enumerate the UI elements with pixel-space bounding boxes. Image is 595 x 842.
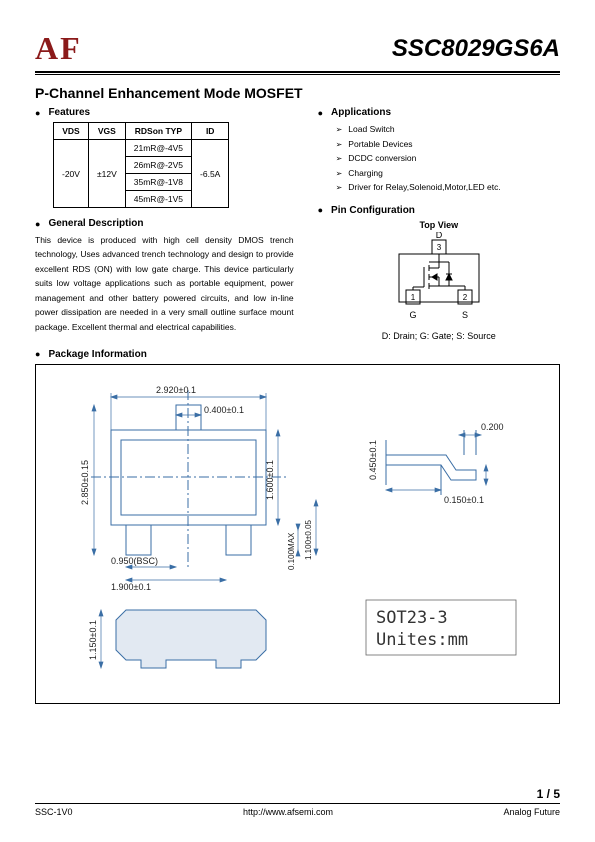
dim-d3: 2.850±0.15 xyxy=(80,460,90,505)
dim-d9: 1.150±0.1 xyxy=(88,620,98,660)
td-rdson-2: 35mR@-1V8 xyxy=(125,174,191,191)
pin3-num: 3 xyxy=(437,243,442,252)
dim-d5: 0.950(BSC) xyxy=(111,556,158,566)
th-id: ID xyxy=(192,123,229,140)
general-desc-text: This device is produced with high cell d… xyxy=(35,233,298,334)
logo: AF xyxy=(35,30,82,67)
topview-label: Top View xyxy=(318,220,560,230)
dim-d4: 1.600±0.1 xyxy=(265,460,275,500)
general-desc-heading: General Description xyxy=(35,218,298,229)
dim-d12: 0.150±0.1 xyxy=(444,495,484,505)
app-item-3: Charging xyxy=(336,166,560,181)
th-rdson: RDSon TYP xyxy=(125,123,191,140)
pkg-name: SOT23-3 xyxy=(376,608,448,628)
app-item-0: Load Switch xyxy=(336,122,560,137)
dim-d10: 0.200 xyxy=(481,422,504,432)
dim-d1: 2.920±0.1 xyxy=(156,385,196,395)
td-rdson-0: 21mR@-4V5 xyxy=(125,140,191,157)
pin-config-diagram: Top View 3 D 1 G 2 S xyxy=(318,220,560,341)
features-table: VDS VGS RDSon TYP ID -20V ±12V 21mR@-4V5… xyxy=(53,122,229,208)
pin-g-label: G xyxy=(409,310,416,320)
dim-d2: 0.400±0.1 xyxy=(204,405,244,415)
dim-d6: 1.900±0.1 xyxy=(111,582,151,592)
footer-center: http://www.afsemi.com xyxy=(243,807,333,817)
td-vgs: ±12V xyxy=(88,140,125,208)
th-vds: VDS xyxy=(54,123,89,140)
dim-d8: 1.100±0.05 xyxy=(304,519,313,560)
pin-config-heading: Pin Configuration xyxy=(318,205,560,216)
footer-right: Analog Future xyxy=(503,807,560,817)
pin-d-label: D xyxy=(436,232,443,240)
footer: 1 / 5 SSC-1V0 http://www.afsemi.com Anal… xyxy=(35,787,560,817)
applications-heading: Applications xyxy=(318,107,560,118)
header-rule xyxy=(35,71,560,75)
part-number: SSC8029GS6A xyxy=(392,35,560,63)
page-number: 1 / 5 xyxy=(35,787,560,801)
applications-list: Load Switch Portable Devices DCDC conver… xyxy=(318,122,560,195)
td-id: -6.5A xyxy=(192,140,229,208)
pkg-units: Unites:mm xyxy=(376,630,468,650)
td-rdson-1: 26mR@-2V5 xyxy=(125,157,191,174)
dim-d11: 0.450±0.1 xyxy=(368,440,378,480)
features-heading: Features xyxy=(35,107,298,118)
td-vds: -20V xyxy=(54,140,89,208)
footer-left: SSC-1V0 xyxy=(35,807,73,817)
app-item-4: Driver for Relay,Solenoid,Motor,LED etc. xyxy=(336,180,560,195)
pin2-num: 2 xyxy=(463,293,468,302)
pin-legend: D: Drain; G: Gate; S: Source xyxy=(318,331,560,341)
pkg-info-heading: Package Information xyxy=(35,349,560,360)
td-rdson-3: 45mR@-1V5 xyxy=(125,191,191,208)
app-item-2: DCDC conversion xyxy=(336,151,560,166)
th-vgs: VGS xyxy=(88,123,125,140)
page-title: P-Channel Enhancement Mode MOSFET xyxy=(35,85,560,101)
pin1-num: 1 xyxy=(411,293,416,302)
package-drawing: 2.920±0.1 0.400±0.1 2.850±0.15 1.600±0.1… xyxy=(35,364,560,704)
pin-s-label: S xyxy=(462,310,468,320)
app-item-1: Portable Devices xyxy=(336,137,560,152)
dim-d7: 0.100MAX xyxy=(287,532,296,570)
